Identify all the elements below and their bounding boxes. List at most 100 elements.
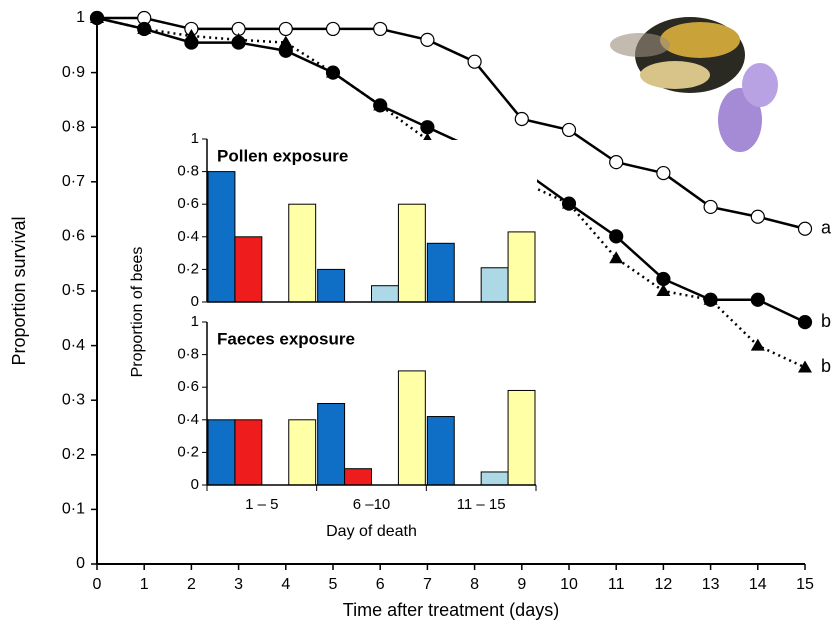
y-tick-label: 0·2 <box>62 446 85 463</box>
x-tick-label: 5 <box>329 576 338 593</box>
marker <box>373 21 388 37</box>
y-tick-label: 0·2 <box>177 443 199 460</box>
bar <box>207 419 236 486</box>
marker <box>467 54 482 69</box>
y-tick-label: 0·6 <box>177 195 199 212</box>
x-tick-label: 11 <box>608 576 625 593</box>
y-tick-label: 0·6 <box>62 228 85 245</box>
marker <box>797 315 813 330</box>
bar <box>426 416 455 486</box>
x-tick-label: 1 – 5 <box>245 496 278 513</box>
y-axis-label: Proportion survival <box>9 216 29 365</box>
y-tick-label: 0·8 <box>177 163 199 180</box>
marker <box>750 338 765 351</box>
bar <box>371 285 399 303</box>
series-annotation: b <box>821 356 831 376</box>
y-tick-label: 0·4 <box>177 411 199 428</box>
y-tick-label: 0·4 <box>177 228 199 245</box>
y-tick-label: 1 <box>191 313 199 330</box>
bar <box>507 389 536 486</box>
bar <box>317 268 346 303</box>
marker <box>325 21 341 37</box>
y-tick-label: 0·6 <box>177 378 199 395</box>
x-tick-label: 6 <box>376 576 385 593</box>
x-tick-label: 1 <box>140 576 149 593</box>
inset-title: Faeces exposure <box>217 329 355 348</box>
series-line <box>97 16 806 230</box>
bar <box>426 242 455 303</box>
x-tick-label: 2 <box>187 576 196 593</box>
y-axis-label: Proportion of bees <box>129 247 146 378</box>
bee-photo <box>610 17 778 152</box>
marker <box>420 32 435 47</box>
marker <box>420 120 435 135</box>
marker <box>609 251 624 264</box>
x-tick-label: 12 <box>655 576 673 593</box>
marker <box>656 271 671 287</box>
marker <box>90 11 104 23</box>
series-annotation: b <box>821 311 831 331</box>
x-tick-label: 11 – 15 <box>457 496 506 513</box>
marker <box>750 209 765 224</box>
y-tick-label: 0·4 <box>62 337 85 354</box>
marker <box>656 165 671 181</box>
bar <box>480 267 509 303</box>
marker <box>561 122 577 138</box>
marker <box>798 360 812 373</box>
marker <box>231 32 246 45</box>
marker <box>609 155 624 170</box>
bar <box>317 403 346 486</box>
y-tick-label: 0 <box>76 555 85 572</box>
marker <box>137 21 152 34</box>
x-tick-label: 9 <box>517 576 526 593</box>
bar <box>480 471 509 486</box>
marker <box>750 292 765 307</box>
y-tick-label: 0·9 <box>62 64 85 81</box>
y-tick-label: 0·1 <box>62 501 85 518</box>
x-tick-label: 3 <box>234 576 243 593</box>
marker <box>373 98 388 111</box>
y-tick-label: 0·2 <box>177 260 199 277</box>
y-tick-label: 0·5 <box>62 282 85 299</box>
marker <box>514 111 529 127</box>
y-tick-label: 0 <box>191 293 199 310</box>
x-axis-label: Time after treatment (days) <box>343 600 559 620</box>
bar <box>234 419 263 486</box>
x-tick-label: 14 <box>749 576 767 593</box>
x-tick-label: 13 <box>702 576 720 593</box>
x-tick-label: 6 –10 <box>353 496 391 513</box>
y-tick-label: 0 <box>191 476 199 493</box>
series-annotation: a <box>821 218 832 238</box>
x-tick-label: 0 <box>93 576 102 593</box>
marker <box>326 65 340 78</box>
series-line <box>96 16 806 324</box>
marker <box>278 35 293 48</box>
y-tick-label: 1 <box>191 130 199 147</box>
x-tick-label: 15 <box>796 576 814 593</box>
y-tick-label: 0·8 <box>177 346 199 363</box>
marker <box>609 229 624 244</box>
bar <box>397 370 426 486</box>
x-tick-label: 7 <box>423 576 432 593</box>
x-tick-label: 10 <box>560 576 578 593</box>
inset-title: Pollen exposure <box>217 146 348 165</box>
x-tick-label: 8 <box>470 576 479 593</box>
y-tick-label: 1 <box>76 9 85 26</box>
bar <box>507 231 536 303</box>
y-tick-label: 0·7 <box>62 173 85 190</box>
marker <box>656 284 671 296</box>
marker <box>703 199 718 215</box>
bar <box>207 171 236 303</box>
y-tick-label: 0·8 <box>62 118 85 135</box>
x-axis-label: Day of death <box>326 523 417 540</box>
bar <box>234 236 263 303</box>
marker <box>797 221 813 236</box>
bar <box>344 468 373 486</box>
bar <box>288 203 317 303</box>
marker <box>703 292 718 305</box>
bar <box>397 203 426 303</box>
bar <box>288 419 317 486</box>
y-tick-label: 0·3 <box>62 391 85 408</box>
marker <box>278 21 293 37</box>
